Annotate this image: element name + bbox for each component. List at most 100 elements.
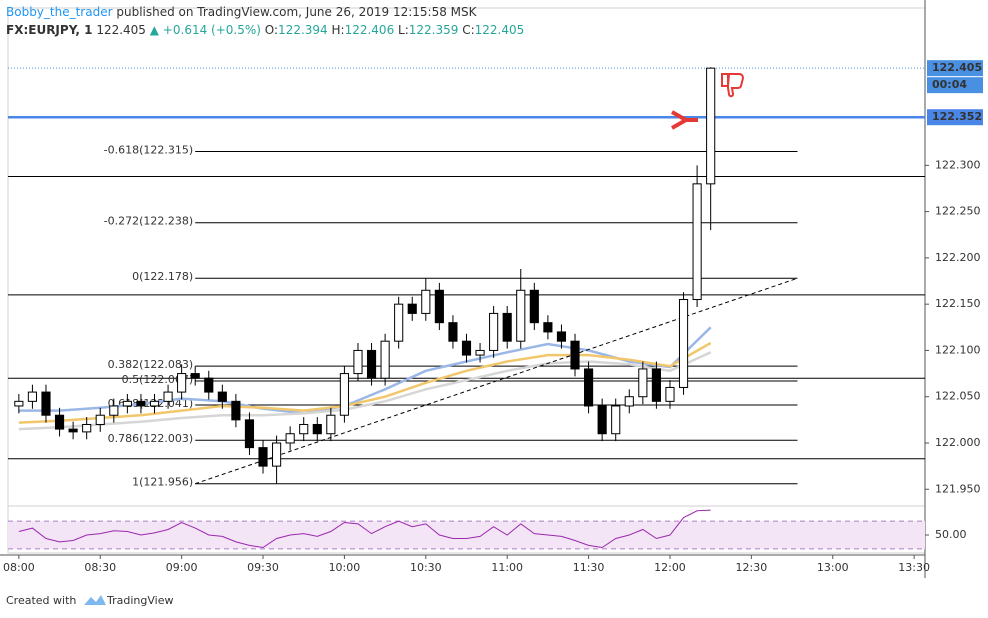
candle-body <box>678 299 689 388</box>
candle-body <box>217 391 227 402</box>
y-tick-label: 122.100 <box>935 343 981 356</box>
x-tick-label: 12:30 <box>736 561 768 574</box>
support-label: 122.352 <box>932 110 982 123</box>
candle-body <box>177 373 187 393</box>
ohlc-value: 122.405 <box>475 23 525 37</box>
support-label-box <box>927 109 983 126</box>
tradingview-logo <box>84 595 106 605</box>
rsi-line <box>18 509 711 549</box>
fib-label: 0.5(122.067) <box>122 373 194 386</box>
candle-body <box>638 368 648 398</box>
candle-body <box>407 303 417 314</box>
candle-body <box>706 67 716 185</box>
candle-body <box>41 391 51 416</box>
rsi-band-fill <box>8 521 925 549</box>
y-tick-label: 122.300 <box>935 158 981 171</box>
fib-label: 0.382(122.083) <box>108 358 194 371</box>
symbol: FX:EURJPY, 1 <box>6 23 92 37</box>
ohlc-key: L: <box>398 23 409 37</box>
candle-body <box>366 349 377 379</box>
candle-body <box>326 414 336 435</box>
candle-body <box>584 368 594 407</box>
countdown-label-box <box>927 77 983 94</box>
candle-body <box>556 331 567 342</box>
candle-body <box>163 391 173 402</box>
candle-body <box>244 419 255 449</box>
header-line-2: FX:EURJPY, 1 122.405 ▲ +0.614 (+0.5%) O:… <box>6 23 524 37</box>
candle-body <box>448 322 458 342</box>
x-tick-label: 13:30 <box>898 561 930 574</box>
fib-label: -0.618(122.315) <box>104 143 194 156</box>
candle-body <box>651 368 661 402</box>
x-tick-label: 10:30 <box>410 561 442 574</box>
y-tick-label: 122.050 <box>935 390 981 403</box>
candle-body <box>597 405 607 435</box>
published: published on TradingView.com, June 26, 2… <box>116 5 477 19</box>
candle-body <box>68 428 78 433</box>
candle-body <box>611 405 621 435</box>
fib-label: 1(121.956) <box>132 476 193 489</box>
candle-body <box>82 423 92 433</box>
candle-body <box>14 400 24 407</box>
candle-body <box>95 414 105 425</box>
author[interactable]: Bobby_the_trader <box>6 5 113 19</box>
x-tick-label: 13:00 <box>817 561 849 574</box>
change: ▲ +0.614 (+0.5%) <box>150 23 261 37</box>
moving-average <box>18 326 712 415</box>
x-tick-label: 12:00 <box>654 561 686 574</box>
last-price-label: 122.405 <box>932 61 982 74</box>
trendline <box>195 277 798 485</box>
candle-body <box>190 373 200 379</box>
candle-body <box>272 442 282 467</box>
candle-body <box>231 400 241 421</box>
red-arrow <box>671 110 698 130</box>
candle-body <box>204 377 214 393</box>
ohlc-value: 122.394 <box>278 23 328 37</box>
x-tick-label: 09:00 <box>166 561 198 574</box>
candle-body <box>54 414 65 430</box>
candle-body <box>489 312 499 351</box>
candle-body <box>421 289 431 314</box>
y-tick-label: 122.150 <box>935 297 981 310</box>
last-price-label-box <box>927 60 983 77</box>
ohlc-key: O: <box>265 23 278 37</box>
y-tick-label: 122.200 <box>935 251 981 264</box>
candle-body <box>353 349 363 375</box>
thumbs-down-icon <box>721 73 745 98</box>
y-tick-label: 122.000 <box>935 436 981 449</box>
moving-average <box>18 341 712 424</box>
candle-body <box>149 400 160 407</box>
candle-body <box>394 303 404 342</box>
candle-body <box>285 433 295 444</box>
ohlc-key: C: <box>462 23 474 37</box>
ohlc-value: 122.406 <box>345 23 395 37</box>
candle-body <box>692 183 702 301</box>
candle-body <box>502 312 512 342</box>
footer-text: Created with <box>6 594 76 607</box>
candle-body <box>475 349 485 356</box>
candle-body <box>529 289 539 324</box>
candle-body <box>543 322 553 333</box>
fib-label: 0(122.178) <box>132 270 193 283</box>
candle-body <box>27 391 37 402</box>
last: 122.405 <box>96 23 146 37</box>
candle-body <box>299 423 309 435</box>
candle-body <box>339 373 349 416</box>
x-tick-label: 11:30 <box>573 561 605 574</box>
ohlc-key: H: <box>332 23 345 37</box>
candle-body <box>380 340 390 379</box>
marks: 121.950 122.000 122.050 122.100 122.150 122.2… <box>3 60 983 574</box>
candle-body <box>665 386 675 402</box>
header-line-1: Bobby_the_trader published on TradingVie… <box>6 5 478 19</box>
x-tick-label: 08:00 <box>3 561 35 574</box>
candle-body <box>461 340 472 356</box>
x-tick-label: 09:30 <box>247 561 279 574</box>
fib-label: 0.786(122.003) <box>108 432 194 445</box>
candle-body <box>312 423 322 435</box>
footer-brand[interactable]: TradingView <box>106 594 173 607</box>
ohlc-value: 122.359 <box>409 23 459 37</box>
candle-body <box>624 396 634 407</box>
candle-body <box>109 405 119 416</box>
x-tick-label: 10:00 <box>329 561 361 574</box>
